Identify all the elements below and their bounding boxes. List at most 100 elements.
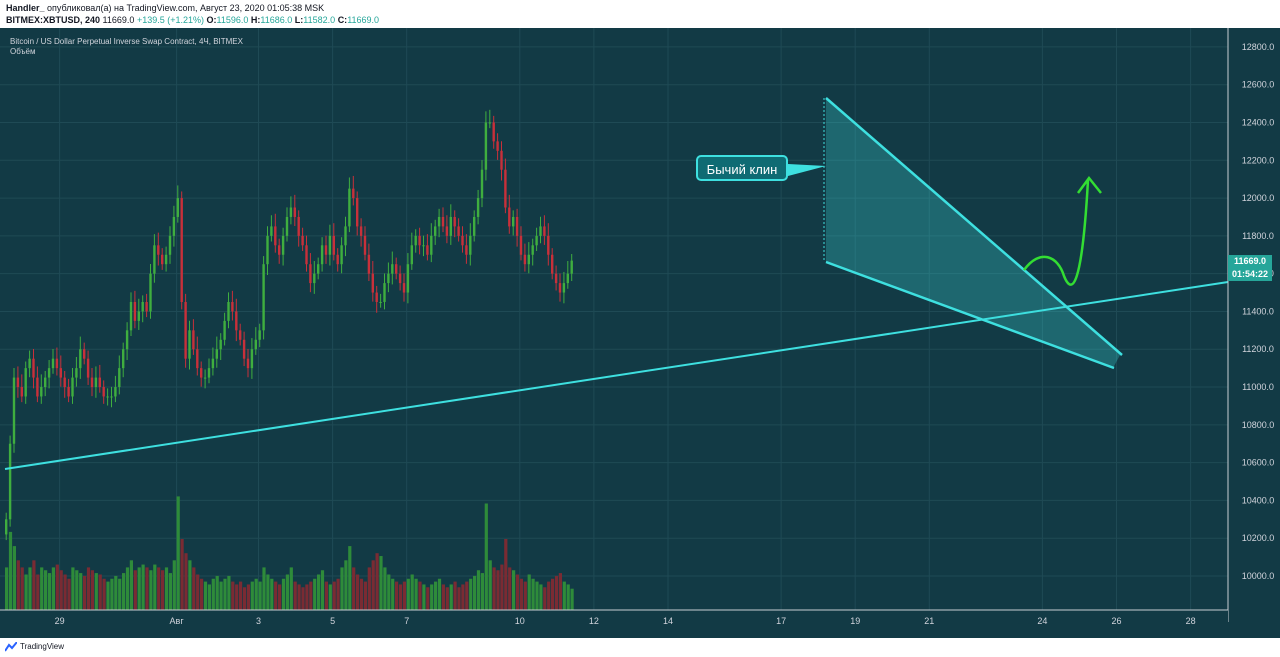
symbol-label: BITMEX:XBTUSD, 240 [6,15,101,25]
candle-body [20,387,23,397]
volume-bar [129,560,133,610]
volume-bar [110,578,114,610]
volume-bar [324,581,328,610]
candle-body [395,264,398,274]
volume-bar [539,584,543,610]
x-tick-label: 21 [924,616,934,626]
volume-bar [90,570,94,610]
volume-bar [383,567,387,610]
volume-bar [231,581,235,610]
candle-body [383,283,386,302]
candle-body [83,349,86,359]
volume-bar [395,581,399,610]
volume-bar [332,581,336,610]
volume-bar [363,581,367,610]
candle-body [437,216,441,227]
volume-bar [418,581,422,610]
volume-bar [336,578,340,610]
candle-body [398,273,402,284]
volume-bar [449,584,453,610]
footer-brand[interactable]: TradingView [20,642,65,651]
candle-body [40,387,43,397]
wedge-lower-line [825,260,1115,370]
candle-body [426,245,429,255]
volume-bar [320,570,325,610]
candle-body [215,349,218,359]
x-axis-labels: 29 Авг 3 5 7 10 12 14 17 19 21 24 26 28 [55,616,1196,626]
candle-body [184,301,187,359]
callout-pointer [788,164,826,176]
candle-body [129,301,133,331]
candle-body [340,245,343,265]
y-tick-label: 12600.0 [1242,80,1275,90]
volume-bar [258,581,262,610]
candle-body [262,264,265,331]
candle-body [227,301,230,321]
candle-body [531,245,534,255]
price-chart[interactable]: 10000.0 10200.0 10400.0 10600.0 10800.0 11000… [0,28,1280,638]
volume-bar [293,581,297,610]
volume-bar [457,587,461,610]
candle-body [328,235,332,255]
x-tick-label: 26 [1111,616,1121,626]
x-tick-label: 7 [404,616,409,626]
candle-body [488,122,491,124]
candle-body [223,320,226,340]
candle-body [453,216,456,227]
candle-body [461,235,464,246]
candle-body [332,235,335,255]
volume-bar [426,587,430,610]
volume-bar [535,581,539,610]
volume-bar [313,578,317,610]
x-tick-label: 3 [256,616,261,626]
bullish-wedge-label[interactable]: Бычий клин [696,155,788,181]
volume-bar [375,553,379,610]
candle-body [363,235,367,255]
candle-body [24,368,27,397]
volume-bar [75,570,79,610]
volume-bar [176,496,180,610]
candle-body [8,443,12,520]
candle-body [410,245,413,265]
candle-body [246,358,250,369]
candle-body [285,216,289,236]
candle-body [192,330,195,350]
candle-body [344,226,347,246]
candle-body [250,349,254,369]
candle-body [297,216,300,236]
volume-bar [562,581,566,610]
candle-body [153,245,156,274]
candle-body [547,235,550,255]
candle-body [145,301,148,312]
candle-body [551,254,554,274]
high-value: 11686.0 [260,15,293,25]
volume-bar [242,587,247,610]
candle-body [164,254,168,265]
candle-body [242,339,246,359]
candle-body [172,216,176,236]
last-price: 11669.0 [102,15,135,25]
volume-bar [570,588,574,610]
volume-bar [484,503,488,610]
candle-body [554,273,558,284]
chart-area[interactable]: 10000.0 10200.0 10400.0 10600.0 10800.0 11000… [0,28,1280,638]
candle-body [387,273,390,284]
candle-body [512,216,515,227]
volume-bar [12,546,16,610]
volume-bar [488,560,492,610]
candle-body [196,349,199,369]
author-name[interactable]: Handler_ [6,3,45,13]
candle-body [309,264,312,284]
candle-body [515,216,519,236]
candle-body [75,368,78,378]
price-axis[interactable] [1228,28,1280,622]
candle-body [5,519,8,535]
volume-bar [398,584,403,610]
candle-body [352,188,355,199]
y-tick-label: 10800.0 [1242,420,1275,430]
time-axis[interactable] [0,610,1228,638]
candle-body [110,396,113,398]
volume-bar [20,567,24,610]
volume-bar [344,560,348,610]
candle-body [406,264,410,293]
